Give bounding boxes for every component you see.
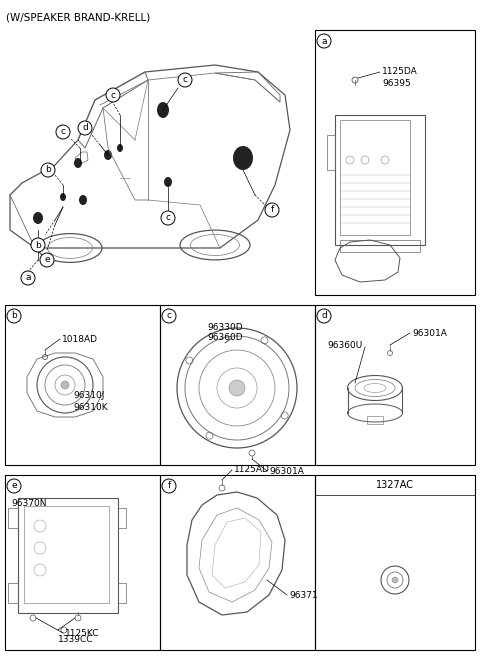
Ellipse shape xyxy=(60,193,66,201)
Circle shape xyxy=(265,203,279,217)
Circle shape xyxy=(7,309,21,323)
Text: e: e xyxy=(11,482,17,491)
Text: 1125DA: 1125DA xyxy=(382,68,418,77)
Circle shape xyxy=(162,479,176,493)
Text: 96360U: 96360U xyxy=(327,340,362,350)
Text: b: b xyxy=(11,312,17,321)
Text: 96310J: 96310J xyxy=(73,390,104,400)
Bar xyxy=(18,498,118,613)
Bar xyxy=(5,475,160,650)
Text: a: a xyxy=(321,37,327,45)
Bar xyxy=(8,508,18,528)
Bar xyxy=(315,305,475,465)
Text: 96360D: 96360D xyxy=(207,333,243,342)
Ellipse shape xyxy=(164,177,172,187)
Text: 1125KC: 1125KC xyxy=(65,628,99,638)
Text: d: d xyxy=(82,123,88,133)
Ellipse shape xyxy=(74,158,82,168)
Bar xyxy=(160,305,315,465)
Text: 1018AD: 1018AD xyxy=(62,335,98,344)
Text: f: f xyxy=(270,205,274,215)
Circle shape xyxy=(40,253,54,267)
Bar xyxy=(160,475,315,650)
Circle shape xyxy=(61,381,69,389)
Bar xyxy=(315,475,475,650)
Circle shape xyxy=(161,211,175,225)
Text: 1327AC: 1327AC xyxy=(376,480,414,490)
Text: f: f xyxy=(168,482,170,491)
Ellipse shape xyxy=(117,144,123,152)
Circle shape xyxy=(106,88,120,102)
Text: c: c xyxy=(167,312,171,321)
Text: 96371: 96371 xyxy=(289,590,318,600)
Circle shape xyxy=(178,73,192,87)
Bar xyxy=(340,240,420,252)
Circle shape xyxy=(7,479,21,493)
Bar xyxy=(327,135,335,170)
Bar xyxy=(340,120,410,235)
Text: 96370N: 96370N xyxy=(11,499,47,508)
Bar xyxy=(367,416,383,424)
Circle shape xyxy=(78,121,92,135)
Ellipse shape xyxy=(157,102,169,118)
Circle shape xyxy=(56,125,70,139)
Text: 96395: 96395 xyxy=(382,79,411,89)
Bar xyxy=(8,583,18,603)
Text: 1125AD: 1125AD xyxy=(234,466,270,474)
Text: 1339CC: 1339CC xyxy=(58,636,94,644)
Circle shape xyxy=(41,163,55,177)
Bar xyxy=(118,508,126,528)
Ellipse shape xyxy=(79,195,87,205)
Text: c: c xyxy=(166,213,170,222)
Text: e: e xyxy=(44,255,50,264)
Ellipse shape xyxy=(33,212,43,224)
Text: c: c xyxy=(60,127,65,136)
Text: a: a xyxy=(25,274,31,283)
Bar xyxy=(315,30,475,295)
Circle shape xyxy=(392,577,398,583)
Circle shape xyxy=(317,34,331,48)
Text: d: d xyxy=(321,312,327,321)
Circle shape xyxy=(31,238,45,252)
Text: 96301A: 96301A xyxy=(412,329,447,337)
Circle shape xyxy=(21,271,35,285)
Text: 96330D: 96330D xyxy=(207,323,243,331)
Bar xyxy=(5,305,160,465)
Text: c: c xyxy=(182,75,188,85)
Bar xyxy=(118,583,126,603)
Circle shape xyxy=(229,380,245,396)
Text: b: b xyxy=(45,165,51,174)
Circle shape xyxy=(162,309,176,323)
Text: 96301A: 96301A xyxy=(269,466,304,476)
Text: 96310K: 96310K xyxy=(73,403,108,411)
Bar xyxy=(335,115,425,245)
Ellipse shape xyxy=(233,146,253,170)
Circle shape xyxy=(317,309,331,323)
Bar xyxy=(24,506,109,603)
Text: b: b xyxy=(35,241,41,249)
Text: (W/SPEAKER BRAND-KRELL): (W/SPEAKER BRAND-KRELL) xyxy=(6,12,150,22)
Ellipse shape xyxy=(104,150,112,160)
Text: c: c xyxy=(110,91,116,100)
